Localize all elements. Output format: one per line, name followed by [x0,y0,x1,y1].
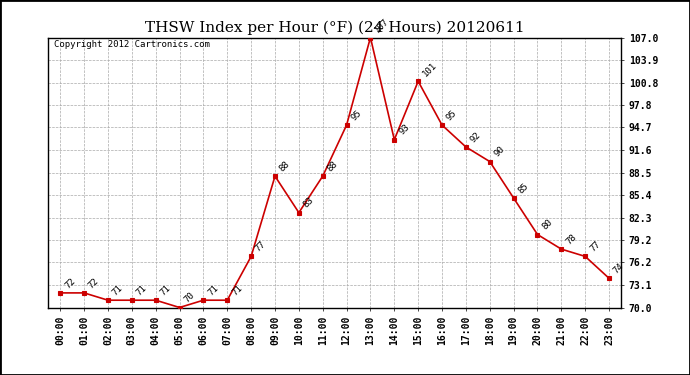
Text: 93: 93 [397,123,411,137]
Text: 71: 71 [206,284,220,297]
Text: 71: 71 [135,284,148,297]
Text: 95: 95 [445,108,459,122]
Text: 71: 71 [110,284,125,297]
Text: 107: 107 [373,17,391,35]
Text: 77: 77 [588,240,602,254]
Text: 95: 95 [349,108,364,122]
Text: 71: 71 [159,284,172,297]
Text: 83: 83 [302,196,315,210]
Title: THSW Index per Hour (°F) (24 Hours) 20120611: THSW Index per Hour (°F) (24 Hours) 2012… [145,21,524,35]
Text: 85: 85 [516,181,531,195]
Text: Copyright 2012 Cartronics.com: Copyright 2012 Cartronics.com [54,40,210,49]
Text: 90: 90 [493,145,506,159]
Text: 92: 92 [469,130,482,144]
Text: 88: 88 [326,159,339,173]
Text: 78: 78 [564,232,578,246]
Text: 72: 72 [63,276,77,290]
Text: 71: 71 [230,284,244,297]
Text: 74: 74 [612,262,626,276]
Text: 72: 72 [87,276,101,290]
Text: 77: 77 [254,240,268,254]
Text: 88: 88 [278,159,292,173]
Text: 80: 80 [540,218,554,232]
Text: 101: 101 [421,61,439,78]
Text: 70: 70 [182,291,196,305]
